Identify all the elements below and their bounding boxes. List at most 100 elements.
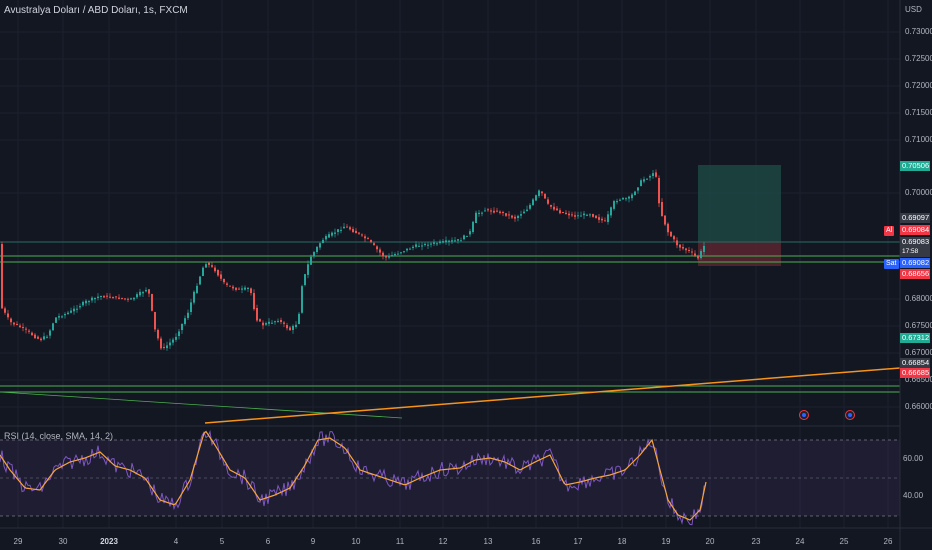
price-tag-high: 0.69097 <box>900 213 930 223</box>
candle-body <box>154 312 156 330</box>
candle-body <box>607 214 609 222</box>
candle-body <box>430 243 432 245</box>
symbol-header[interactable]: Avustralya Doları / ABD Doları, 1s, FXCM <box>4 5 188 16</box>
candle-body <box>598 217 600 220</box>
candle-body <box>490 210 492 212</box>
candle-body <box>427 244 429 246</box>
candle-body <box>454 240 456 242</box>
time-axis-label: 5 <box>219 537 225 546</box>
candle-body <box>565 212 567 215</box>
time-axis-label: 4 <box>173 537 179 546</box>
candle-body <box>37 336 39 339</box>
time-axis-label: 18 <box>617 537 627 546</box>
buy-button[interactable]: Al <box>884 226 895 236</box>
candle-body <box>289 327 291 331</box>
candle-body <box>43 336 45 340</box>
candle-body <box>673 236 675 240</box>
candle-body <box>211 265 213 267</box>
rsi-header[interactable]: RSI (14, close, SMA, 14, 2) <box>4 431 114 441</box>
candle-body <box>364 236 366 239</box>
rsi-line[interactable] <box>0 429 707 526</box>
candle-body <box>397 253 399 255</box>
candle-body <box>550 205 552 207</box>
candle-body <box>520 214 522 216</box>
candle-body <box>262 322 264 326</box>
candle-body <box>583 213 585 216</box>
candle-body <box>682 247 684 249</box>
candle-body <box>199 276 201 285</box>
candle-body <box>169 342 171 346</box>
candle-body <box>94 297 96 300</box>
candle-body <box>163 347 165 349</box>
candle-body <box>370 240 372 243</box>
candle-body <box>181 323 183 330</box>
economic-event-icon[interactable] <box>799 410 809 420</box>
take-profit-zone[interactable] <box>698 165 781 242</box>
candle-body <box>133 297 135 300</box>
candle-body <box>568 213 570 216</box>
candle-body <box>157 330 159 339</box>
candle-body <box>166 345 168 349</box>
candle-body <box>295 324 297 327</box>
candle-body <box>514 216 516 219</box>
candle-body <box>85 300 87 304</box>
candle-body <box>4 308 6 313</box>
candle-body <box>694 253 696 256</box>
candle-body <box>499 211 501 213</box>
candle-body <box>385 255 387 258</box>
candle-body <box>238 288 240 290</box>
candle-body <box>31 332 33 336</box>
candle-body <box>424 243 426 246</box>
candle-body <box>544 193 546 199</box>
candle-body <box>538 190 540 196</box>
economic-event-icon[interactable] <box>845 410 855 420</box>
candle-body <box>373 243 375 246</box>
candle-body <box>559 210 561 214</box>
candle-body <box>343 226 345 229</box>
candle-body <box>577 215 579 217</box>
candle-body <box>235 287 237 290</box>
candle-body <box>436 243 438 245</box>
candle-body <box>652 173 654 176</box>
candle-body <box>508 214 510 216</box>
time-axis-label: 25 <box>839 537 849 546</box>
candle-body <box>541 191 543 194</box>
candle-body <box>640 180 642 186</box>
candle-body <box>187 312 189 318</box>
candle-body <box>145 289 147 292</box>
candle-body <box>298 313 300 324</box>
time-axis-label: 6 <box>265 537 271 546</box>
candle-body <box>148 289 150 294</box>
candle-body <box>313 251 315 257</box>
rsi-sma-line[interactable] <box>0 430 707 521</box>
candle-body <box>703 245 705 252</box>
up-trend-line[interactable] <box>204 367 901 424</box>
candle-body <box>394 253 396 256</box>
candle-body <box>190 302 192 312</box>
candle-body <box>70 310 72 313</box>
candle-body <box>103 296 105 298</box>
candle-body <box>601 218 603 221</box>
candle-body <box>61 316 63 318</box>
stop-loss-tag: 0.68656 <box>900 269 930 279</box>
price-axis-label: 0.71500 <box>905 108 932 117</box>
candle-body <box>511 215 513 218</box>
down-trend-line[interactable] <box>0 391 403 419</box>
candle-body <box>331 232 333 236</box>
price-axis-label: 0.66500 <box>905 375 932 384</box>
candle-body <box>658 178 660 204</box>
candle-body <box>571 214 573 216</box>
candle-body <box>700 251 702 258</box>
currency-label[interactable]: USD <box>905 5 922 14</box>
sell-button[interactable]: Sat <box>884 259 899 269</box>
candle-body <box>619 199 621 201</box>
candle-body <box>610 207 612 216</box>
candle-body <box>283 322 285 324</box>
rsi-level-40: 40.00 <box>903 491 924 500</box>
candle-body <box>1 244 3 309</box>
time-axis-label: 24 <box>795 537 805 546</box>
candle-body <box>466 235 468 237</box>
candle-body <box>184 318 186 324</box>
